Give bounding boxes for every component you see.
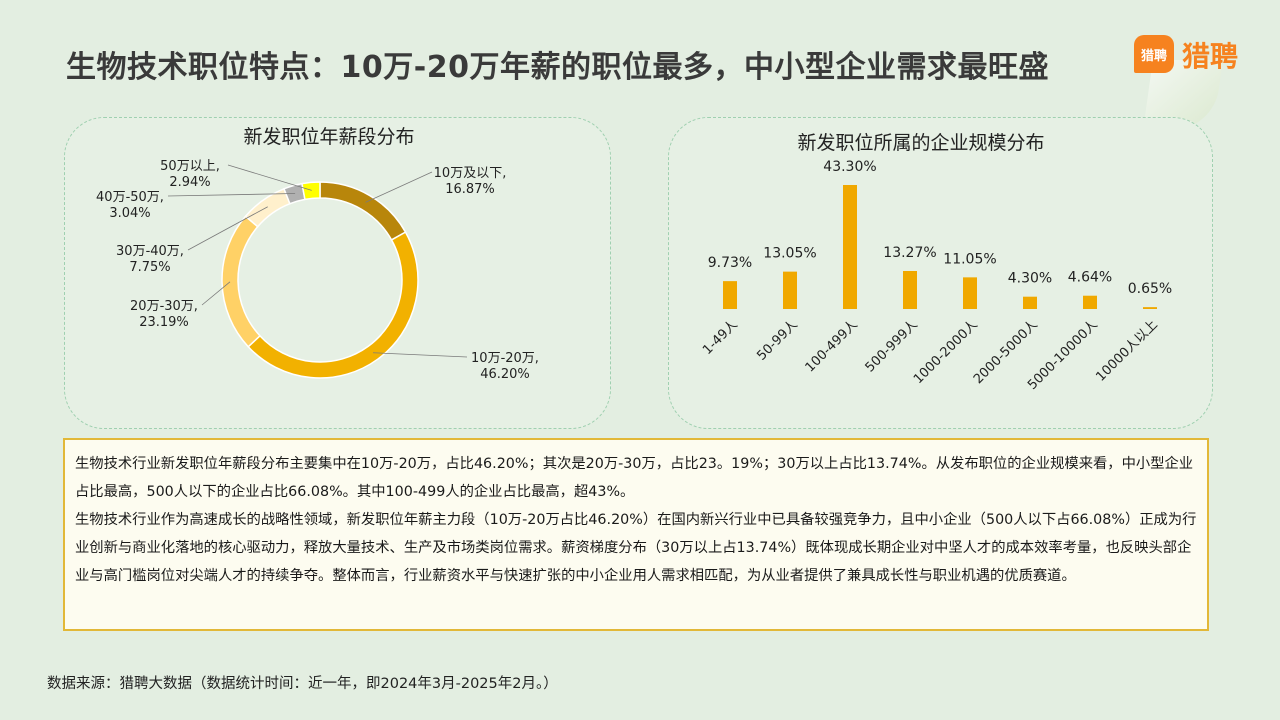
- bar: [783, 271, 797, 309]
- bar: [903, 270, 917, 309]
- page-title: 生物技术职位特点：10万-20万年薪的职位最多，中小型企业需求最旺盛: [66, 50, 1049, 85]
- bar-category-label: 1-49人: [700, 317, 741, 358]
- bar: [723, 281, 737, 309]
- bar-value-label: 9.73%: [708, 255, 752, 271]
- bar: [1083, 295, 1097, 309]
- donut-slice-label: 50万以上, 2.94%: [160, 159, 220, 190]
- donut-slice: [301, 181, 321, 201]
- data-source-note: 数据来源：猎聘大数据（数据统计时间：近一年，即2024年3月-2025年2月。）: [47, 676, 558, 692]
- logo-chat-bubble-icon: 猎聘: [1134, 35, 1174, 73]
- donut-slice-label: 10万-20万, 46.20%: [471, 351, 539, 382]
- bar-chart-title: 新发职位所属的企业规模分布: [797, 132, 1044, 154]
- donut-slice-label: 30万-40万, 7.75%: [116, 244, 184, 275]
- bar-value-label: 13.05%: [763, 246, 816, 262]
- company-size-panel: [668, 117, 1213, 429]
- summary-textbox: 生物技术行业新发职位年薪段分布主要集中在10万-20万，占比46.20%；其次是…: [63, 438, 1209, 631]
- bar-value-label: 43.30%: [823, 159, 876, 175]
- bar: [963, 277, 977, 309]
- summary-paragraph-2: 生物技术行业作为高速成长的战略性领域，新发职位年薪主力段（10万-20万占比46…: [75, 512, 1197, 584]
- donut-leader-line: [167, 193, 296, 197]
- donut-leader-line: [201, 281, 231, 306]
- liepin-logo: 猎聘 猎聘: [1134, 33, 1254, 75]
- bar-value-label: 4.64%: [1068, 270, 1112, 286]
- donut-leader-line: [187, 206, 268, 251]
- bar-category-label: 10000人以上: [1093, 317, 1160, 384]
- donut-slice-label: 40万-50万, 3.04%: [96, 190, 164, 221]
- donut-leader-line: [373, 352, 468, 358]
- donut-leader-line: [365, 171, 433, 203]
- bar-category-label: 100-499人: [803, 317, 861, 375]
- bar-value-label: 4.30%: [1008, 271, 1052, 287]
- company-size-bar-chart: 新发职位所属的企业规模分布 9.73% 1-49人 13.05% 50-99人 43.3…: [700, 132, 1172, 393]
- summary-paragraph-1: 生物技术行业新发职位年薪段分布主要集中在10万-20万，占比46.20%；其次是…: [75, 456, 1194, 500]
- donut-slice-label: 10万及以下, 16.87%: [434, 166, 507, 197]
- bar-value-label: 0.65%: [1128, 281, 1172, 297]
- bar: [1143, 307, 1157, 309]
- bar-value-label: 11.05%: [943, 251, 996, 267]
- salary-donut-chart: 新发职位年薪段分布 10万及以下, 16.87% 10万-20万, 46.20% 20万…: [96, 126, 539, 382]
- logo-text: 猎聘: [1182, 40, 1239, 73]
- bar-value-label: 13.27%: [883, 245, 936, 261]
- donut-chart-title: 新发职位年薪段分布: [243, 126, 414, 148]
- bar: [843, 185, 857, 309]
- bar: [1023, 296, 1037, 309]
- bar-category-label: 500-999人: [863, 317, 921, 375]
- bar-category-label: 50-99人: [754, 317, 801, 364]
- donut-leader-line: [227, 164, 312, 191]
- donut-slice-label: 20万-30万, 23.19%: [130, 299, 198, 330]
